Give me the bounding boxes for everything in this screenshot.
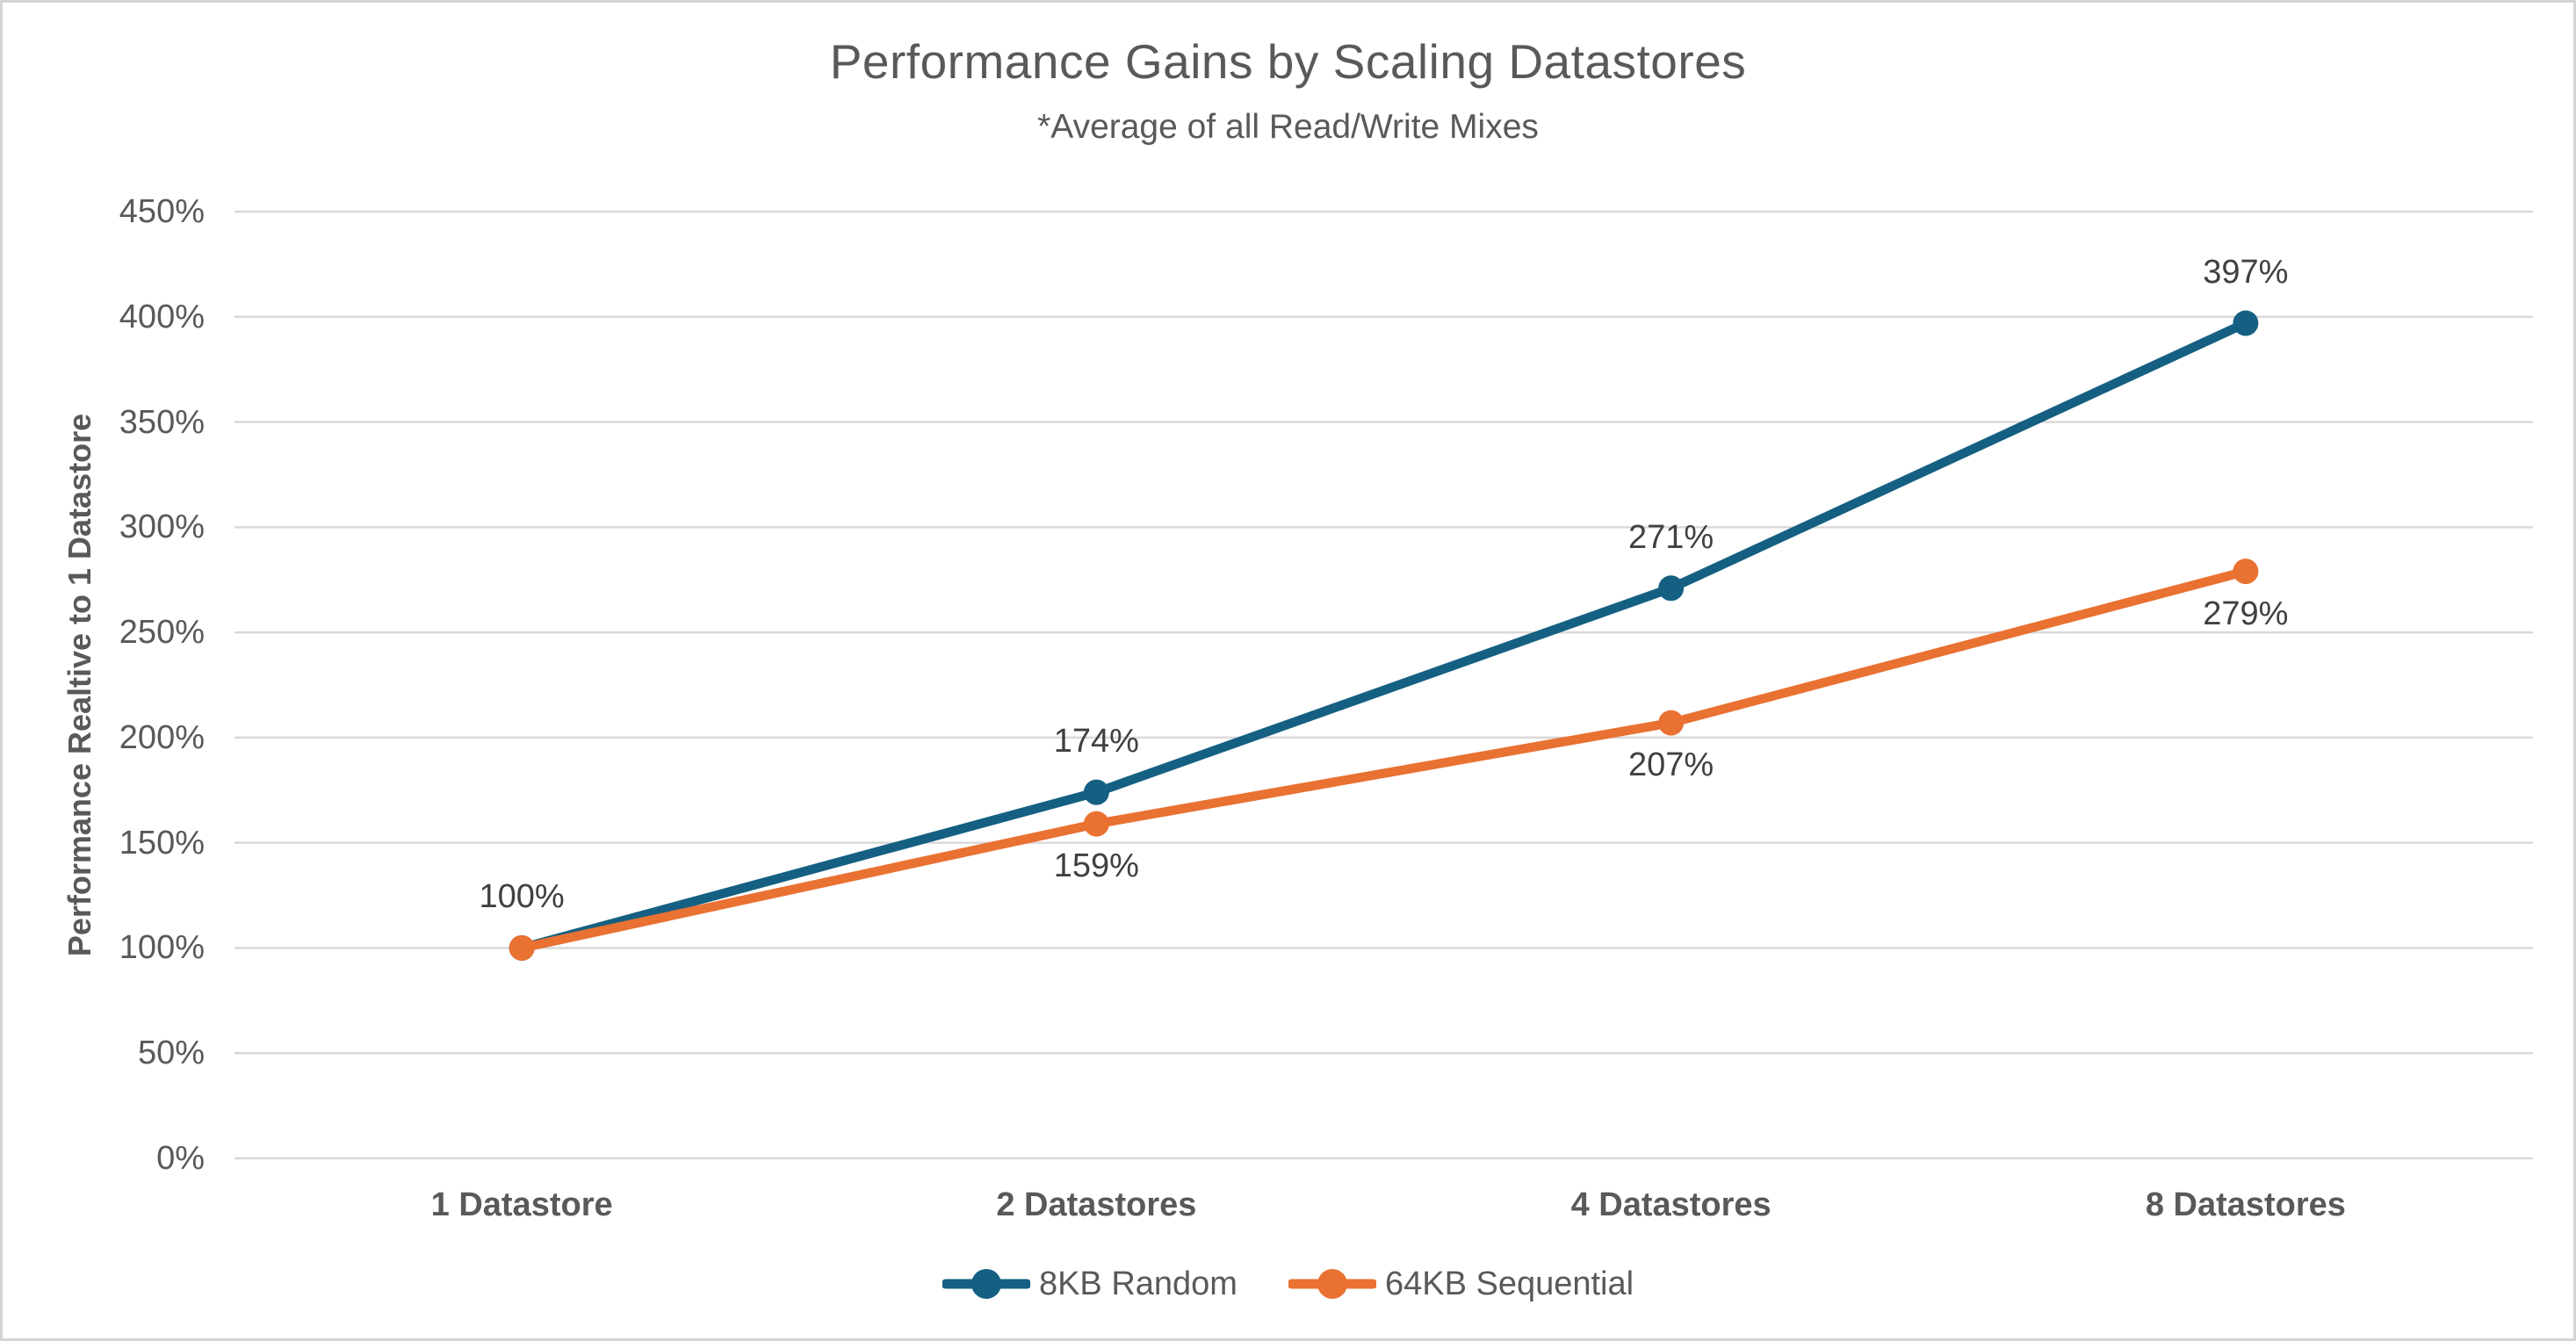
y-tick-label: 100% [119,929,205,967]
y-tick-label: 150% [119,824,205,862]
data-point-marker [1083,779,1109,805]
series-line-8kb-random [516,318,2251,953]
data-point-marker [2233,559,2259,585]
data-point-label: 100% [479,878,565,916]
data-point-marker [2233,310,2259,336]
y-tick-label: 200% [119,718,205,756]
data-point-label: 271% [1628,518,1714,556]
legend-marker-icon [1288,1269,1376,1299]
y-tick-label: 50% [137,1035,205,1072]
y-tick-label: 300% [119,508,205,546]
series-line-64kb-sequential [516,566,2251,953]
y-tick-label: 350% [119,403,205,441]
legend-item: 8KB Random [942,1264,1237,1304]
data-point-label: 207% [1628,746,1714,784]
legend-label: 64KB Sequential [1384,1265,1634,1302]
data-point-label: 174% [1053,723,1139,761]
legend-item: 64KB Sequential [1288,1264,1634,1304]
x-axis-label: 2 Datastores [996,1186,1197,1223]
x-axis-label: 4 Datastores [1570,1186,1771,1223]
data-point-marker [1083,811,1109,837]
y-tick-label: 0% [156,1140,205,1177]
data-point-marker [1658,710,1685,736]
legend: 8KB Random 64KB Sequential [3,1260,2573,1308]
data-point-marker [509,934,535,961]
x-axis-label: 8 Datastores [2145,1186,2346,1223]
data-point-marker [1658,575,1685,602]
x-axis-label: 1 Datastore [430,1186,613,1223]
y-tick-label: 250% [119,614,205,652]
y-tick-label: 450% [119,193,205,230]
data-point-label: 397% [2203,253,2289,291]
legend-marker-icon [942,1269,1030,1299]
legend-label: 8KB Random [1038,1265,1237,1302]
data-point-label: 279% [2203,595,2289,632]
plot-area [235,210,2533,1160]
chart-title: Performance Gains by Scaling Datastores [829,34,1747,89]
data-point-label: 159% [1053,847,1139,885]
y-tick-label: 400% [119,298,205,335]
chart-subtitle: *Average of all Read/Write Mixes [1037,108,1539,146]
